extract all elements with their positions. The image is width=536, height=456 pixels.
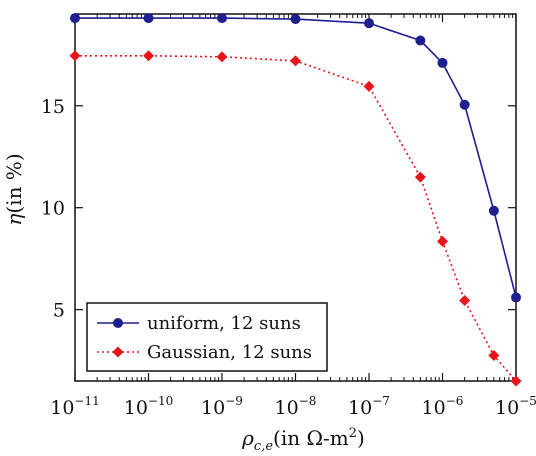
y-tick-label: 10 <box>41 198 65 220</box>
series-line <box>75 54 517 382</box>
x-tick-exponent: −6 <box>446 394 464 408</box>
data-point <box>290 55 301 67</box>
x-tick-label: 10−8 <box>275 394 317 419</box>
series-layer <box>69 13 522 387</box>
data-point <box>459 294 471 306</box>
data-point <box>511 292 521 303</box>
x-tick-label: 10−6 <box>422 394 464 419</box>
data-point <box>414 171 426 183</box>
x-tick-exponent: −10 <box>148 394 173 408</box>
legend-entry: uniform, 12 suns <box>97 313 301 334</box>
x-tick-label: 10−7 <box>348 394 390 419</box>
x-axis-label: ρc,e(in Ω-m2) <box>241 426 365 454</box>
plot-frame <box>74 13 517 382</box>
legend-label: uniform, 12 suns <box>147 313 301 334</box>
legend-entry: Gaussian, 12 suns <box>97 342 312 363</box>
legend: uniform, 12 suns Gaussian, 12 suns <box>86 302 328 372</box>
x-axis-close: ) <box>357 426 365 450</box>
legend-entries: uniform, 12 suns Gaussian, 12 suns <box>97 313 312 363</box>
x-axis-symbol: ρ <box>241 426 254 450</box>
data-point <box>70 13 80 24</box>
data-point <box>363 80 375 92</box>
y-axis-label: η(in %) <box>2 153 26 225</box>
x-tick-exponent: −9 <box>225 394 243 408</box>
x-tick-base: 10 <box>348 397 372 419</box>
x-tick-base: 10 <box>495 397 519 419</box>
y-tick-label: 15 <box>41 96 65 118</box>
x-tick-base: 10 <box>124 397 148 419</box>
x-tick-base: 10 <box>50 397 74 419</box>
x-tick-label: 10−11 <box>50 394 100 419</box>
data-point <box>488 350 500 362</box>
series-uniform <box>70 13 521 303</box>
x-axis-subscript: c,e <box>254 439 273 454</box>
x-axis-text: (in Ω-m <box>273 426 349 450</box>
x-tick-label: 10−9 <box>201 394 243 419</box>
data-point <box>488 205 499 216</box>
data-point <box>143 50 154 62</box>
data-point <box>216 51 228 63</box>
x-tick-label: 10−5 <box>495 394 536 419</box>
x-tick-exponent: −5 <box>519 394 536 408</box>
x-tick-base: 10 <box>422 397 446 419</box>
legend-label: Gaussian, 12 suns <box>147 342 312 363</box>
data-point <box>437 57 448 68</box>
series-line <box>75 17 517 298</box>
legend-marker <box>113 318 123 328</box>
data-point <box>69 50 81 62</box>
x-axis-superscript: 2 <box>349 426 357 441</box>
x-tick-exponent: −11 <box>74 394 99 408</box>
legend-marker <box>112 346 124 358</box>
x-tick-base: 10 <box>201 397 225 419</box>
data-point <box>290 14 301 25</box>
data-point <box>415 35 426 46</box>
x-tick-exponent: −7 <box>372 394 390 408</box>
x-tick-base: 10 <box>275 397 299 419</box>
data-point <box>364 18 374 29</box>
y-tick-label: 5 <box>53 300 65 322</box>
x-tick-exponent: −8 <box>299 394 317 408</box>
data-point <box>437 235 448 247</box>
y-axis-text: (in %) <box>2 153 26 213</box>
data-point <box>510 375 522 387</box>
data-point <box>217 13 227 24</box>
data-point <box>459 99 470 110</box>
y-axis-symbol: η <box>2 214 26 226</box>
series-gaussian <box>69 50 522 387</box>
x-tick-label: 10−10 <box>124 394 174 419</box>
data-point <box>143 13 154 24</box>
legend-box <box>86 302 328 372</box>
